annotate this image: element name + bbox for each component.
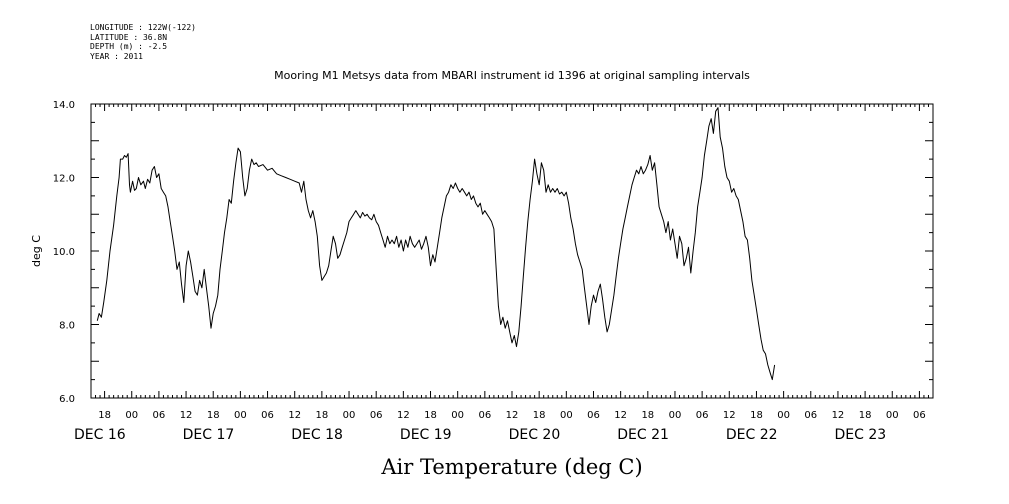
x-day-label: DEC 22 <box>726 427 778 443</box>
x-hour-label: 00 <box>234 410 247 421</box>
x-hour-label: 18 <box>207 410 220 421</box>
y-tick-label: 14.0 <box>53 100 75 111</box>
x-hour-label: 18 <box>424 410 437 421</box>
x-hour-label: 12 <box>180 410 193 421</box>
x-hour-label: 00 <box>343 410 356 421</box>
x-hour-label: 12 <box>614 410 627 421</box>
x-hour-label: 18 <box>750 410 763 421</box>
y-tick-label: 12.0 <box>53 174 75 185</box>
metadata-header: LONGITUDE : 122W(-122) LATITUDE : 36.8N … <box>90 23 196 61</box>
x-axis: 18 00 06 12 18 00 06 12 18 00 06 12 18 00 06 12 18 00 06 12… <box>74 104 934 443</box>
x-hour-label: 06 <box>804 410 817 421</box>
y-tick-label: 10.0 <box>53 247 75 258</box>
header-latitude: LATITUDE : 36.8N <box>90 33 167 42</box>
x-day-label: DEC 19 <box>400 427 452 443</box>
x-hour-label: 18 <box>641 410 654 421</box>
x-hour-label: 06 <box>696 410 709 421</box>
x-hour-label: 18 <box>316 410 329 421</box>
x-day-label: DEC 18 <box>291 427 343 443</box>
x-hour-label: 06 <box>913 410 926 421</box>
header-depth: DEPTH (m) : -2.5 <box>90 42 167 51</box>
x-hour-label: 12 <box>397 410 410 421</box>
x-hour-label: 00 <box>886 410 899 421</box>
plot-frame <box>90 103 934 399</box>
y-tick-label: 8.0 <box>59 321 75 332</box>
x-day-label: DEC 23 <box>835 427 887 443</box>
x-day-label: DEC 17 <box>183 427 235 443</box>
x-hour-label: 06 <box>587 410 600 421</box>
y-tick-label: 6.0 <box>59 394 75 405</box>
x-day-label: DEC 20 <box>509 427 561 443</box>
x-hour-label: 00 <box>125 410 138 421</box>
x-hour-label: 06 <box>370 410 383 421</box>
x-hour-label: 18 <box>859 410 872 421</box>
y-axis: 6.0 8.0 10.0 12.0 14.0 <box>53 100 933 405</box>
x-hour-label: 12 <box>832 410 845 421</box>
x-hour-label: 00 <box>669 410 682 421</box>
x-hour-label: 00 <box>451 410 464 421</box>
series-line <box>96 107 776 381</box>
x-axis-label: Air Temperature (deg C) <box>380 455 642 479</box>
x-hour-label: 12 <box>506 410 519 421</box>
y-axis-label: deg C <box>30 235 43 267</box>
plot-area <box>96 107 776 381</box>
header-year: YEAR : 2011 <box>90 52 143 61</box>
x-hour-label: 18 <box>533 410 546 421</box>
x-hour-label: 06 <box>153 410 166 421</box>
x-hour-label: 00 <box>560 410 573 421</box>
x-hour-label: 06 <box>261 410 274 421</box>
x-hour-label: 12 <box>288 410 301 421</box>
chart-title: Mooring M1 Metsys data from MBARI instru… <box>274 69 750 82</box>
x-hour-label: 12 <box>723 410 736 421</box>
x-hour-label: 06 <box>478 410 491 421</box>
x-day-label: DEC 21 <box>617 427 669 443</box>
x-day-label: DEC 16 <box>74 427 126 443</box>
x-hour-label: 00 <box>777 410 790 421</box>
x-hour-label: 18 <box>98 410 111 421</box>
header-longitude: LONGITUDE : 122W(-122) <box>90 23 196 32</box>
